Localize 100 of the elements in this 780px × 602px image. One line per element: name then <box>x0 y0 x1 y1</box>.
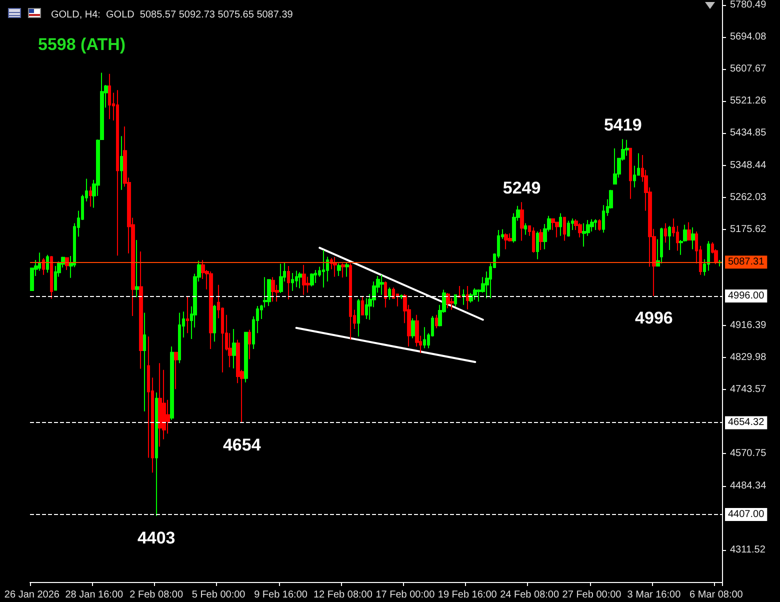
y-tick-label: 5262.03 <box>730 192 767 203</box>
candlestick <box>158 362 162 448</box>
x-tick-label: 24 Feb 08:00 <box>500 590 560 600</box>
candlestick <box>314 270 317 284</box>
candlestick <box>380 274 384 296</box>
candlestick <box>411 318 415 339</box>
candlestick <box>567 220 570 238</box>
candlestick <box>687 222 691 240</box>
candlestick <box>322 250 325 288</box>
candlestick <box>520 202 524 242</box>
candlestick <box>186 296 189 334</box>
annotation: 4654 <box>222 435 262 454</box>
candlestick <box>462 288 465 306</box>
candlestick <box>155 392 158 516</box>
y-tick-label: 4311.52 <box>730 544 766 556</box>
candlestick <box>598 218 601 232</box>
y-tick-label: 5521.26 <box>730 96 767 107</box>
y-tick-label: 4829.98 <box>730 352 767 364</box>
candlestick <box>135 239 139 298</box>
candlestick <box>660 227 663 264</box>
candlestick <box>178 312 181 364</box>
x-tick-label: 3 Mar 16:00 <box>627 590 682 600</box>
candlestick <box>629 148 632 200</box>
ref-line-label: 5087.31 <box>728 256 765 268</box>
x-tick-label: 12 Feb 08:00 <box>313 590 373 600</box>
candlestick <box>341 262 345 278</box>
candlestick <box>578 222 582 238</box>
candlestick <box>582 222 586 248</box>
y-tick-label: 4484.34 <box>730 480 767 492</box>
candlestick <box>209 271 213 350</box>
x-tick-label: 19 Feb 16:00 <box>438 590 498 600</box>
candlestick <box>349 262 352 340</box>
annotation: 5419 <box>604 116 642 135</box>
candlestick <box>337 262 341 276</box>
candlestick <box>108 73 111 120</box>
candlestick <box>244 332 248 383</box>
candlestick <box>174 352 178 390</box>
x-tick-label: 6 Mar 08:00 <box>689 590 744 600</box>
y-tick-label: 4916.39 <box>730 320 767 332</box>
candlestick <box>446 292 450 309</box>
y-tick-label: 4743.57 <box>730 384 767 396</box>
y-tick-label: 5434.85 <box>730 128 767 139</box>
candlestick <box>625 139 629 156</box>
candlestick <box>46 254 49 274</box>
candlestick <box>170 346 174 420</box>
x-tick-label: 28 Jan 16:00 <box>65 590 124 600</box>
candlestick <box>310 272 314 287</box>
candlestick <box>563 216 566 242</box>
x-tick-label: 17 Feb 00:00 <box>376 590 436 600</box>
candlestick <box>302 264 306 296</box>
y-tick-label: 5348.44 <box>730 160 767 171</box>
annotation: 4996 <box>635 308 673 328</box>
candlestick <box>116 90 119 256</box>
candlestick <box>287 265 290 300</box>
candlestick <box>691 226 695 250</box>
y-tick-label: 5780.49 <box>730 0 767 11</box>
x-tick-label: 2 Feb 08:00 <box>130 590 184 600</box>
candlestick <box>536 230 539 260</box>
candlestick <box>559 212 562 236</box>
candlestick <box>524 222 527 236</box>
candlestick <box>532 226 535 254</box>
candlestick <box>333 256 337 278</box>
annotation: 5598 (ATH) <box>38 35 126 54</box>
candlestick <box>291 272 294 292</box>
y-tick-label: 4570.75 <box>730 448 767 460</box>
candlestick <box>120 136 123 190</box>
candlestick <box>668 225 671 251</box>
candlestick <box>466 285 469 310</box>
candlestick <box>388 286 391 300</box>
candlestick <box>345 262 349 278</box>
candlestick <box>213 304 216 342</box>
candlestick <box>539 228 543 251</box>
candlestick <box>50 255 53 300</box>
annotation: 5249 <box>502 178 541 198</box>
candlestick <box>707 240 710 272</box>
candlestick <box>271 276 275 302</box>
candlestick <box>248 329 251 360</box>
candlestick <box>400 294 403 300</box>
annotation: 4403 <box>137 528 176 548</box>
candlestick <box>590 218 594 232</box>
candlestick <box>365 298 368 320</box>
candlestick <box>435 314 438 329</box>
candlestick <box>384 281 387 308</box>
candlestick <box>143 312 146 412</box>
ref-line-label: 4996.00 <box>728 290 765 302</box>
ref-line-label: 4654.32 <box>728 417 765 428</box>
y-tick-label: 5175.62 <box>730 224 767 235</box>
candlestick <box>423 326 426 349</box>
x-tick-label: 27 Feb 00:00 <box>562 590 622 600</box>
candlestick <box>357 298 360 337</box>
candlestick <box>361 296 364 316</box>
candlestick <box>454 294 457 307</box>
candlestick <box>594 218 597 230</box>
candlestick <box>42 258 45 276</box>
candlestick <box>298 272 302 289</box>
candlestick <box>232 328 236 369</box>
ref-line-label: 4407.00 <box>728 508 765 520</box>
x-tick-label: 5 Feb 00:00 <box>192 590 246 600</box>
text: GOLD, H4: GOLD 5085.57 5092.73 5075.65 5087.39 <box>51 10 294 20</box>
candlestick <box>613 148 617 184</box>
